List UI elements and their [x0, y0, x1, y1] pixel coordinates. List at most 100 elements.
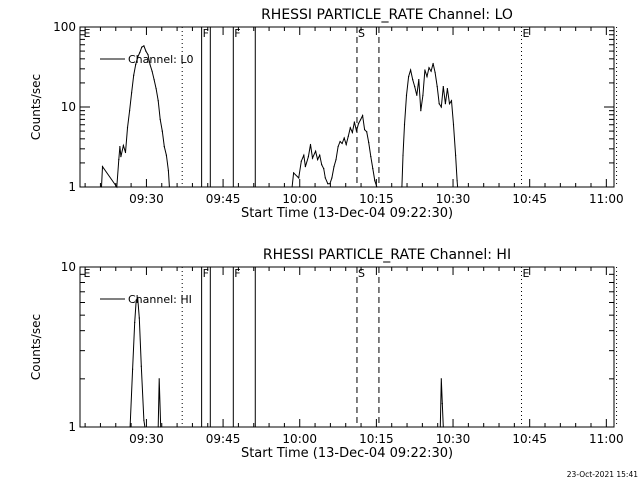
data-point — [315, 150, 317, 152]
data-point — [151, 70, 153, 72]
data-point — [158, 378, 160, 380]
data-point — [135, 299, 137, 301]
data-point — [418, 79, 420, 81]
data-point — [149, 63, 151, 66]
data-point — [349, 127, 351, 129]
series-line — [101, 45, 459, 189]
data-point — [343, 137, 345, 139]
data-point — [438, 103, 440, 105]
event-marker-label: E — [523, 267, 530, 280]
chart-panel-1: RHESSI PARTICLE_RATE Channel: HI 09:30 09:… — [29, 247, 624, 461]
x-tick-label: 10:00 — [282, 432, 317, 446]
data-point — [441, 403, 443, 405]
data-point — [119, 146, 121, 148]
data-point — [357, 123, 360, 125]
data-point — [133, 74, 135, 76]
data-point — [374, 180, 376, 182]
event-marker-label: F — [203, 267, 209, 280]
data-point — [159, 118, 161, 120]
data-point — [157, 426, 159, 428]
x-tick-label: 11:00 — [589, 432, 624, 446]
data-point — [368, 141, 370, 144]
data-point — [327, 183, 329, 185]
x-axis-label: Start Time (13-Dec-04 09:22:30) — [241, 446, 453, 461]
x-tick-label: 10:15 — [359, 192, 394, 206]
data-point — [410, 69, 412, 71]
data-point — [341, 142, 343, 145]
x-tick-label: 09:30 — [129, 192, 164, 206]
data-point — [366, 131, 368, 133]
event-marker-label: E — [84, 267, 91, 280]
data-point — [450, 100, 453, 102]
y-tick-label: 10 — [61, 260, 76, 274]
data-point — [147, 54, 149, 56]
data-point — [122, 144, 124, 147]
data-point — [428, 67, 430, 69]
data-point — [452, 124, 455, 126]
legend-label: Channel: HI — [128, 293, 192, 306]
data-point — [134, 321, 136, 324]
data-point — [364, 129, 366, 131]
data-point — [436, 86, 438, 88]
data-point — [157, 100, 159, 102]
data-point — [430, 70, 432, 72]
x-tick-label: 10:30 — [436, 432, 471, 446]
data-point — [153, 79, 155, 81]
y-axis-label: Counts/sec — [29, 314, 43, 380]
data-point — [323, 168, 325, 170]
y-axis-label: Counts/sec — [29, 74, 43, 140]
event-marker-label: F — [234, 27, 240, 40]
data-point — [155, 88, 157, 90]
data-point — [426, 76, 428, 78]
data-point — [101, 166, 104, 168]
event-marker-label: S — [358, 267, 365, 280]
data-point — [412, 79, 414, 81]
data-point — [140, 365, 142, 367]
x-tick-label: 09:45 — [206, 432, 241, 446]
event-marker-label: S — [358, 27, 365, 40]
data-point — [337, 146, 339, 148]
x-tick-label: 10:45 — [512, 432, 547, 446]
data-point — [422, 94, 424, 96]
data-point — [160, 426, 162, 428]
data-point — [440, 378, 442, 380]
data-point — [145, 50, 147, 52]
data-point — [331, 177, 333, 179]
data-point — [347, 135, 349, 137]
data-point — [324, 177, 326, 179]
data-point — [345, 143, 347, 146]
data-point — [126, 127, 129, 129]
data-point — [353, 121, 355, 123]
x-tick-label: 10:00 — [282, 192, 317, 206]
data-point — [442, 86, 444, 88]
data-point — [141, 46, 143, 48]
data-point — [300, 160, 302, 162]
event-marker-label: E — [523, 27, 530, 40]
data-point — [351, 131, 353, 134]
data-point — [165, 154, 167, 156]
data-point — [432, 62, 434, 65]
data-point — [456, 180, 458, 182]
data-point — [129, 426, 131, 428]
data-point — [167, 170, 169, 172]
data-point — [370, 156, 372, 158]
data-point — [376, 186, 378, 188]
data-point — [339, 140, 341, 143]
data-point — [434, 71, 436, 74]
data-point — [408, 76, 410, 78]
series-line — [129, 296, 444, 428]
data-point — [139, 51, 141, 54]
data-point — [298, 177, 300, 179]
data-point — [444, 103, 446, 105]
chart-title: RHESSI PARTICLE_RATE Channel: LO — [261, 7, 513, 23]
data-point — [129, 110, 131, 112]
event-marker-label: F — [203, 27, 209, 40]
data-point — [137, 56, 139, 58]
data-point — [455, 154, 457, 156]
data-point — [293, 172, 295, 174]
data-point — [143, 45, 145, 47]
data-point — [403, 124, 406, 126]
data-point — [118, 159, 120, 161]
